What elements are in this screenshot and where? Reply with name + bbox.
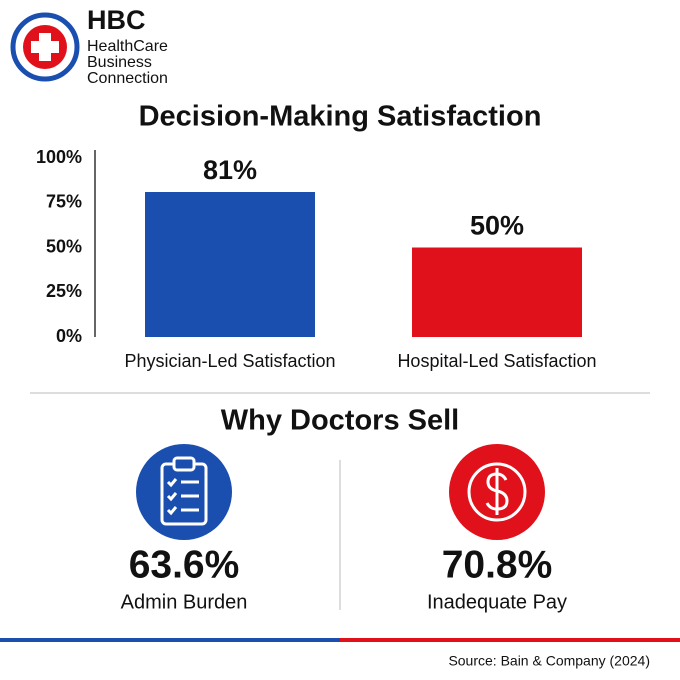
source: Source: Bain & Company (2024) (448, 653, 650, 669)
bar (145, 192, 315, 337)
stat-label: Inadequate Pay (427, 591, 567, 613)
x-tick-label: Hospital-Led Satisfaction (397, 351, 596, 371)
y-tick-label: 25% (46, 281, 82, 301)
chart-title: Decision-Making Satisfaction (139, 101, 542, 133)
logo-name: Business (87, 54, 152, 71)
bar (412, 247, 582, 337)
logo-name: Connection (87, 70, 168, 87)
value-label: 50% (470, 211, 524, 241)
y-tick-label: 75% (46, 192, 82, 212)
logo-name: HealthCare (87, 38, 168, 55)
logo-icon (10, 12, 80, 82)
y-tick-label: 100% (36, 147, 82, 167)
value-label: 81% (203, 155, 257, 185)
footer-stripe (340, 638, 680, 642)
x-tick-label: Physician-Led Satisfaction (124, 351, 335, 371)
stat-value: 70.8% (442, 543, 553, 586)
section-title: Why Doctors Sell (221, 405, 460, 437)
y-tick-label: 50% (46, 236, 82, 256)
stat-value: 63.6% (129, 543, 240, 586)
footer-stripe (0, 638, 340, 642)
stat-label: Admin Burden (121, 591, 248, 613)
y-tick-label: 0% (56, 326, 82, 346)
clipboard-icon (136, 444, 232, 540)
dollar-icon (449, 444, 545, 540)
chart: 0% 25% 50% 75% 100% 81% Physician-Led Satisfac… (36, 147, 597, 371)
logo-text: HBC (87, 5, 146, 35)
